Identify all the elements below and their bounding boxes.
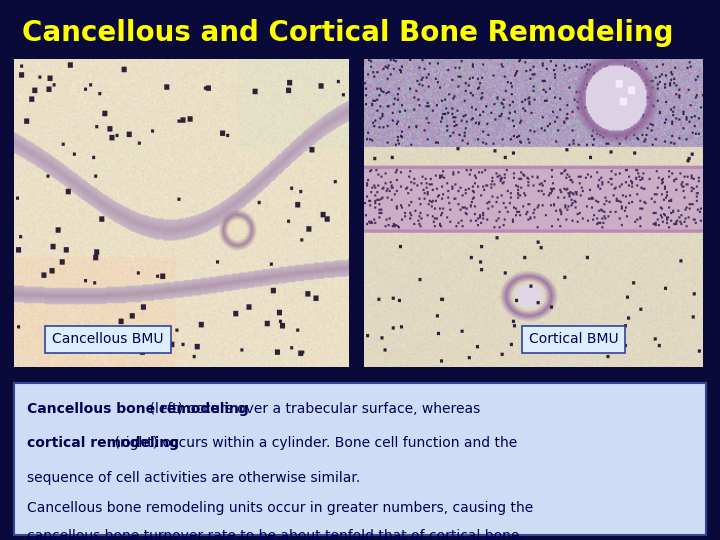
Text: Cancellous bone remodeling: Cancellous bone remodeling xyxy=(27,402,248,416)
Text: Cortical BMU: Cortical BMU xyxy=(528,333,618,347)
Text: Cancellous bone remodeling units occur in greater numbers, causing the: Cancellous bone remodeling units occur i… xyxy=(27,501,533,515)
Text: Cancellous and Cortical Bone Remodeling: Cancellous and Cortical Bone Remodeling xyxy=(22,19,673,48)
Text: (right) occurs within a cylinder. Bone cell function and the: (right) occurs within a cylinder. Bone c… xyxy=(27,436,517,450)
Text: sequence of cell activities are otherwise similar.: sequence of cell activities are otherwis… xyxy=(27,471,360,485)
Text: Cancellous BMU: Cancellous BMU xyxy=(53,333,164,347)
Text: cancellous bone turnover rate to be about tenfold that of cortical bone.: cancellous bone turnover rate to be abou… xyxy=(27,529,523,540)
Text: cortical remodeling: cortical remodeling xyxy=(27,436,179,450)
Text: (left) occurs over a trabecular surface, whereas: (left) occurs over a trabecular surface,… xyxy=(27,402,480,416)
